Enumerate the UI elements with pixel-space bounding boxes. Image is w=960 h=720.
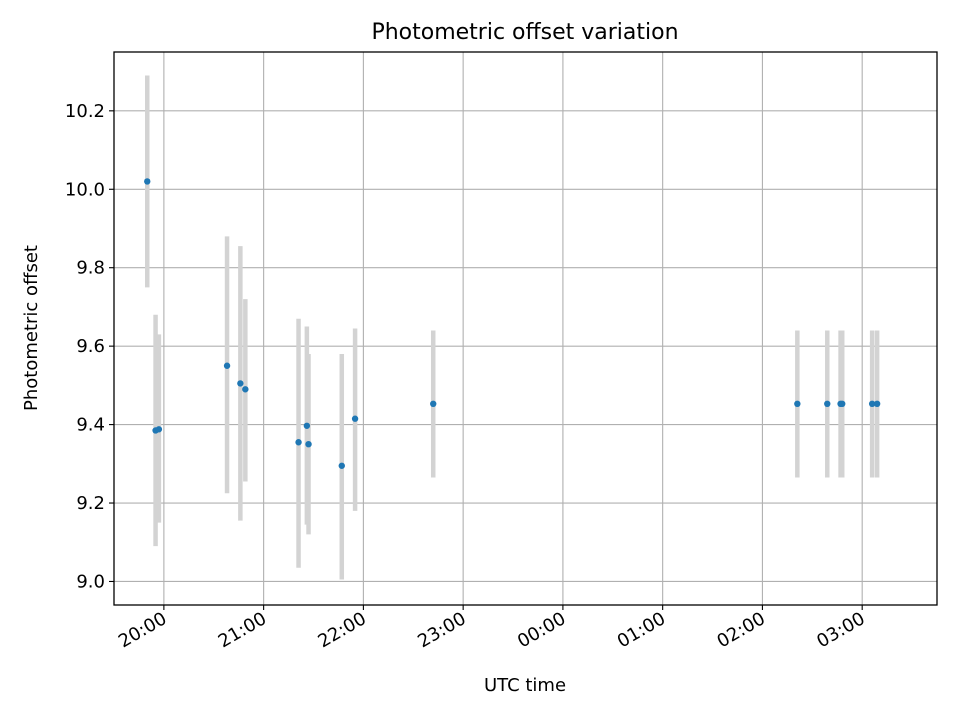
- chart-title: Photometric offset variation: [371, 20, 678, 45]
- data-point: [295, 439, 302, 446]
- data-point: [155, 426, 163, 433]
- x-axis-label: UTC time: [484, 675, 566, 696]
- data-point: [430, 400, 437, 408]
- data-point: [873, 400, 881, 408]
- data-points: [144, 178, 881, 469]
- data-point: [351, 415, 359, 422]
- y-tick-label: 9.6: [76, 336, 105, 357]
- plot-area-frame: [113, 51, 938, 606]
- data-point: [839, 400, 846, 408]
- data-point: [237, 380, 244, 387]
- grid-lines: [114, 52, 937, 605]
- data-point: [305, 440, 312, 448]
- data-point: [794, 400, 801, 408]
- y-tick-label: 9.2: [76, 493, 105, 514]
- y-tick-label: 9.8: [76, 258, 105, 279]
- y-axis-label: Photometric offset: [21, 245, 42, 411]
- data-point: [338, 462, 345, 469]
- data-point: [824, 400, 831, 408]
- data-point: [868, 400, 876, 408]
- data-point: [144, 178, 151, 185]
- y-axis-ticks: 9.0 9.2 9.4 9.6 9.8 10.0 10.2: [65, 101, 114, 592]
- y-tick-label: 10.2: [65, 101, 105, 122]
- y-tick-label: 10.0: [65, 179, 105, 200]
- data-point: [223, 362, 231, 369]
- y-tick-label: 9.4: [76, 415, 105, 436]
- data-point: [242, 386, 249, 393]
- y-tick-label: 9.0: [76, 571, 105, 592]
- data-point: [303, 422, 311, 429]
